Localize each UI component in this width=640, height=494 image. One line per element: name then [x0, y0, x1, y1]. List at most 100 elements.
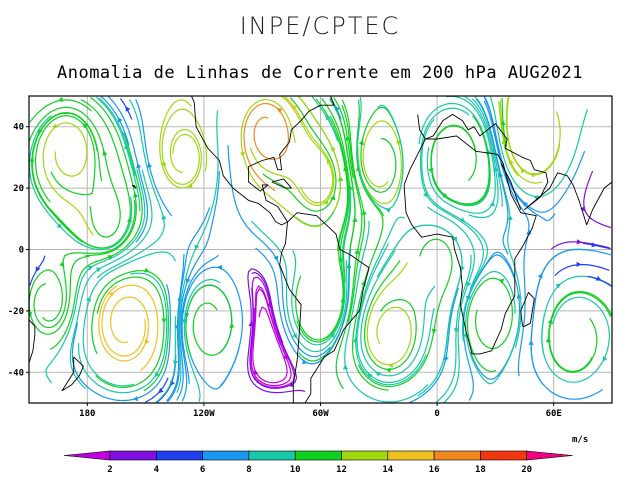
streamline [49, 134, 143, 350]
streamline-arrow [352, 216, 358, 222]
colorbar-segment [433, 450, 481, 461]
colorbar-upper-triangle [526, 450, 573, 461]
colorbar-segment [156, 450, 203, 461]
streamline-arrow [187, 183, 193, 189]
streamline [29, 115, 133, 251]
streamline-arrow [273, 255, 279, 262]
coastlines [0, 96, 612, 446]
map-title: Anomalia de Linhas de Corrente em 200 hP… [56, 63, 583, 83]
coastline [271, 178, 292, 189]
coastline [403, 135, 537, 355]
streamline [155, 316, 177, 403]
streamline-arrow [576, 239, 582, 245]
streamline-arrow [342, 364, 349, 370]
streamline [145, 377, 169, 403]
streamline-arrow [181, 319, 188, 325]
streamline [100, 96, 130, 146]
streamline-arrow [95, 267, 102, 273]
streamline [185, 284, 233, 357]
streamline-arrow [161, 214, 167, 220]
streamline [421, 119, 489, 342]
streamline-arrow [121, 131, 127, 137]
streamline [366, 262, 412, 366]
streamline-arrow [498, 171, 504, 178]
streamline [364, 260, 417, 371]
streamline-arrow [276, 108, 283, 114]
streamline [291, 189, 351, 346]
streamline-arrow [292, 333, 298, 339]
streamline [31, 112, 104, 249]
colorbar-label: 2 [107, 465, 112, 475]
streamline-arrow [87, 265, 94, 271]
streamline-arrow [158, 387, 164, 394]
streamline-arrow [325, 114, 331, 121]
streamline [45, 169, 146, 384]
streamline-arrow [466, 281, 472, 288]
streamline-arrow [347, 184, 353, 190]
streamline-arrow [53, 123, 59, 130]
streamline-arrow [385, 367, 392, 373]
streamline [29, 255, 90, 335]
lat-tick-label: -20 [8, 307, 24, 317]
streamline [101, 284, 159, 371]
streamline [159, 99, 203, 189]
streamline [430, 115, 490, 205]
streamline [499, 100, 543, 184]
streamline [180, 254, 219, 402]
colorbar-label: 16 [429, 465, 440, 475]
streamline-arrow [526, 229, 532, 235]
streamline [98, 97, 136, 177]
streamline-arrow [323, 199, 329, 206]
streamline-arrow [522, 201, 528, 207]
streamline-arrow [602, 356, 608, 362]
streamline-arrow [335, 105, 340, 112]
colorbar-unit: m/s [572, 435, 588, 445]
colorbar-label: 18 [475, 465, 486, 475]
streamline [554, 263, 610, 277]
streamline-arrow [354, 248, 360, 255]
streamline-arrow [442, 192, 449, 198]
coastline [0, 111, 13, 154]
streamline-arrow [29, 159, 35, 165]
streamline-arrow [528, 339, 534, 346]
streamline-arrow [107, 255, 114, 260]
streamline-arrow [520, 168, 526, 174]
lon-tick-label: 0 [434, 409, 439, 419]
streamline [356, 243, 435, 383]
streamline [250, 285, 292, 387]
coastline [61, 356, 84, 392]
streamline-arrow [345, 135, 351, 141]
streamline-arrow [59, 261, 65, 267]
streamline-arrow [385, 208, 391, 213]
streamline-arrow [580, 206, 586, 212]
lon-tick-label: 180 [79, 409, 95, 419]
streamline [29, 106, 121, 238]
streamline [466, 277, 514, 373]
streamline-arrow [361, 209, 367, 216]
streamline [464, 96, 499, 219]
streamline-arrow [146, 162, 153, 168]
streamline [344, 220, 429, 403]
streamline-arrow [229, 322, 235, 328]
streamline-arrow [331, 146, 336, 152]
streamline [583, 170, 612, 229]
coastline [279, 212, 370, 403]
streamline [69, 169, 153, 390]
colorbar-label: 12 [336, 465, 347, 475]
colorbar-segment [294, 450, 342, 461]
lat-tick-label: 20 [13, 184, 24, 194]
coastline [110, 96, 335, 226]
organization-label: INPE/CPTEC [239, 12, 401, 40]
coastline [520, 292, 535, 327]
streamline-arrow [283, 354, 288, 361]
streamline-arrow [500, 120, 506, 126]
streamline [358, 238, 453, 388]
streamline [355, 216, 427, 386]
streamline-arrow [367, 372, 373, 379]
coastline [311, 440, 325, 446]
streamline-arrow [172, 360, 179, 366]
streamline-arrow [239, 151, 245, 158]
colorbar-label: 20 [521, 465, 532, 475]
streamline-arrow [545, 337, 552, 343]
lon-tick-label: 60W [312, 409, 329, 419]
